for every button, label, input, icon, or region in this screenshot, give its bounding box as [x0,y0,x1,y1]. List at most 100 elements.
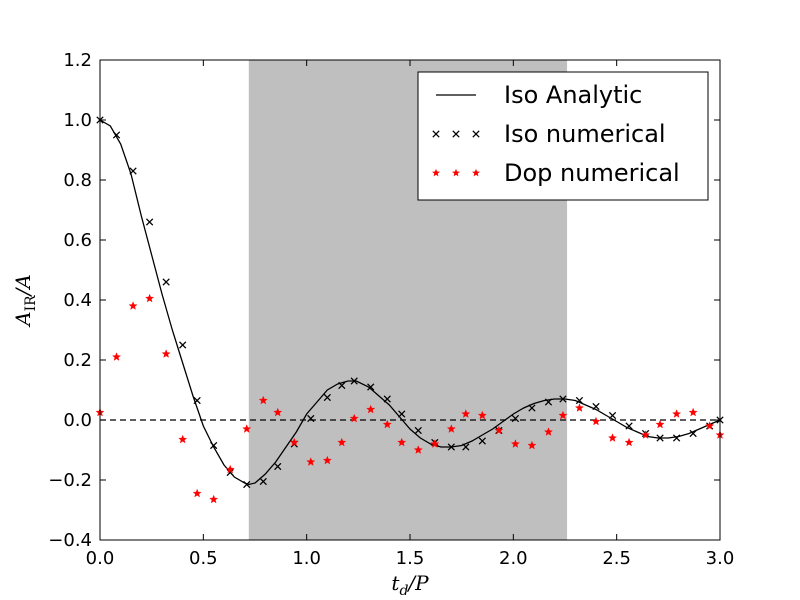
data-point-x-marker [656,434,664,442]
data-point-star-marker [366,404,376,414]
data-point-x-marker [162,278,170,286]
data-point-x-marker [447,443,455,451]
series-layer [95,116,725,504]
y-tick-label: 0.6 [63,230,92,251]
series-dop-numerical [95,293,725,504]
data-point-star-marker [672,409,682,418]
data-point-x-marker [367,383,375,391]
data-point-x-marker [307,414,315,423]
data-point-star-marker [446,424,456,433]
data-point-star-marker [591,416,601,426]
data-point-star-marker [688,407,698,417]
data-point-x-marker [478,437,486,445]
x-tick-label: 1.5 [396,548,425,569]
legend-x-swatch [472,130,480,138]
legend-star-swatch [472,168,480,177]
data-point-star-marker [258,395,268,405]
data-point-x-marker [625,422,633,430]
x-tick-label: 3.0 [706,548,735,569]
data-point-star-marker [161,349,171,358]
data-point-star-marker [225,464,235,474]
data-point-x-marker [559,395,567,403]
x-tick-label: 2.0 [499,548,528,569]
y-tick-label: 1.0 [63,110,92,131]
data-point-star-marker [349,413,359,423]
data-point-x-marker [608,411,617,420]
series-iso-analytic [99,119,721,486]
series-line-iso-analytic [99,119,721,486]
legend: Iso Analytic Iso numerical Dop numerical [417,71,709,201]
data-point-x-marker [575,396,584,405]
data-point-star-marker [477,410,487,420]
legend-x-swatch [452,130,460,138]
data-point-x-marker [511,414,520,423]
x-tick-label: 2.5 [602,548,631,569]
y-tick-label: 0.0 [63,410,92,431]
data-point-star-marker [641,430,651,439]
data-point-star-marker [178,434,188,444]
y-tick-label: 0.8 [63,170,92,191]
data-point-x-marker [259,477,267,486]
data-point-star-marker [382,419,392,429]
data-point-x-marker [462,443,470,451]
x-axis-label: td/P [391,571,429,599]
data-point-star-marker [527,440,537,450]
legend-x-swatch [432,130,440,138]
data-point-star-marker [655,419,665,429]
legend-item-iso-analytic: Iso Analytic [436,81,642,109]
data-point-x-marker [383,395,391,403]
y-tick-label: 1.2 [63,50,92,71]
data-point-x-marker [398,410,406,418]
data-point-star-marker [192,488,202,498]
data-point-star-marker [494,425,504,435]
data-point-star-marker [413,445,423,454]
data-point-star-marker [558,410,568,420]
data-point-star-marker [145,293,155,303]
y-axis-label: AIR/A [11,274,39,328]
data-point-x-marker [672,434,681,442]
data-point-star-marker [624,437,634,447]
data-point-star-marker [705,421,715,430]
data-point-x-marker [210,441,218,450]
data-point-star-marker [112,352,122,361]
data-point-x-marker [592,402,600,411]
data-point-x-marker [338,381,346,390]
legend-item-dop-numerical: Dop numerical [432,159,680,187]
data-point-x-marker [323,393,331,402]
y-tick-label: −0.2 [48,470,92,491]
data-point-x-marker [350,377,358,385]
data-point-star-marker [461,409,471,418]
legend-box [417,71,709,201]
data-point-star-marker [273,407,283,417]
y-tick-label: 0.2 [63,350,92,371]
data-point-star-marker [608,433,618,442]
data-point-star-marker [128,301,138,310]
data-point-x-marker [243,480,251,489]
data-point-star-marker [543,427,553,436]
data-point-star-marker [306,457,316,466]
data-point-x-marker [226,468,234,477]
legend-label: Iso numerical [504,120,666,148]
legend-star-swatch [432,168,440,177]
data-point-x-marker [414,426,422,435]
data-point-star-marker [322,455,332,465]
data-point-star-marker [430,439,440,448]
data-point-x-marker [528,404,536,412]
x-tick-label: 1.0 [292,548,321,569]
legend-item-iso-numerical: Iso numerical [432,120,666,148]
data-point-x-marker [179,341,187,349]
data-point-star-marker [397,437,407,447]
y-tick-label: 0.4 [63,290,92,311]
data-point-x-marker [274,462,282,471]
data-point-star-marker [574,403,584,412]
data-point-x-marker [544,398,553,406]
data-point-star-marker [337,437,347,447]
data-point-x-marker [145,218,154,226]
axes-layer: 0.0 0.5 1.0 1.5 2.0 2.5 3.0 −0.4 −0.2 0.0 0.2 0.4 0.… [48,50,734,569]
x-tick-label: 0.0 [86,548,115,569]
data-point-star-marker [209,494,219,504]
data-point-star-marker [242,424,252,433]
x-tick-label: 0.5 [189,548,218,569]
